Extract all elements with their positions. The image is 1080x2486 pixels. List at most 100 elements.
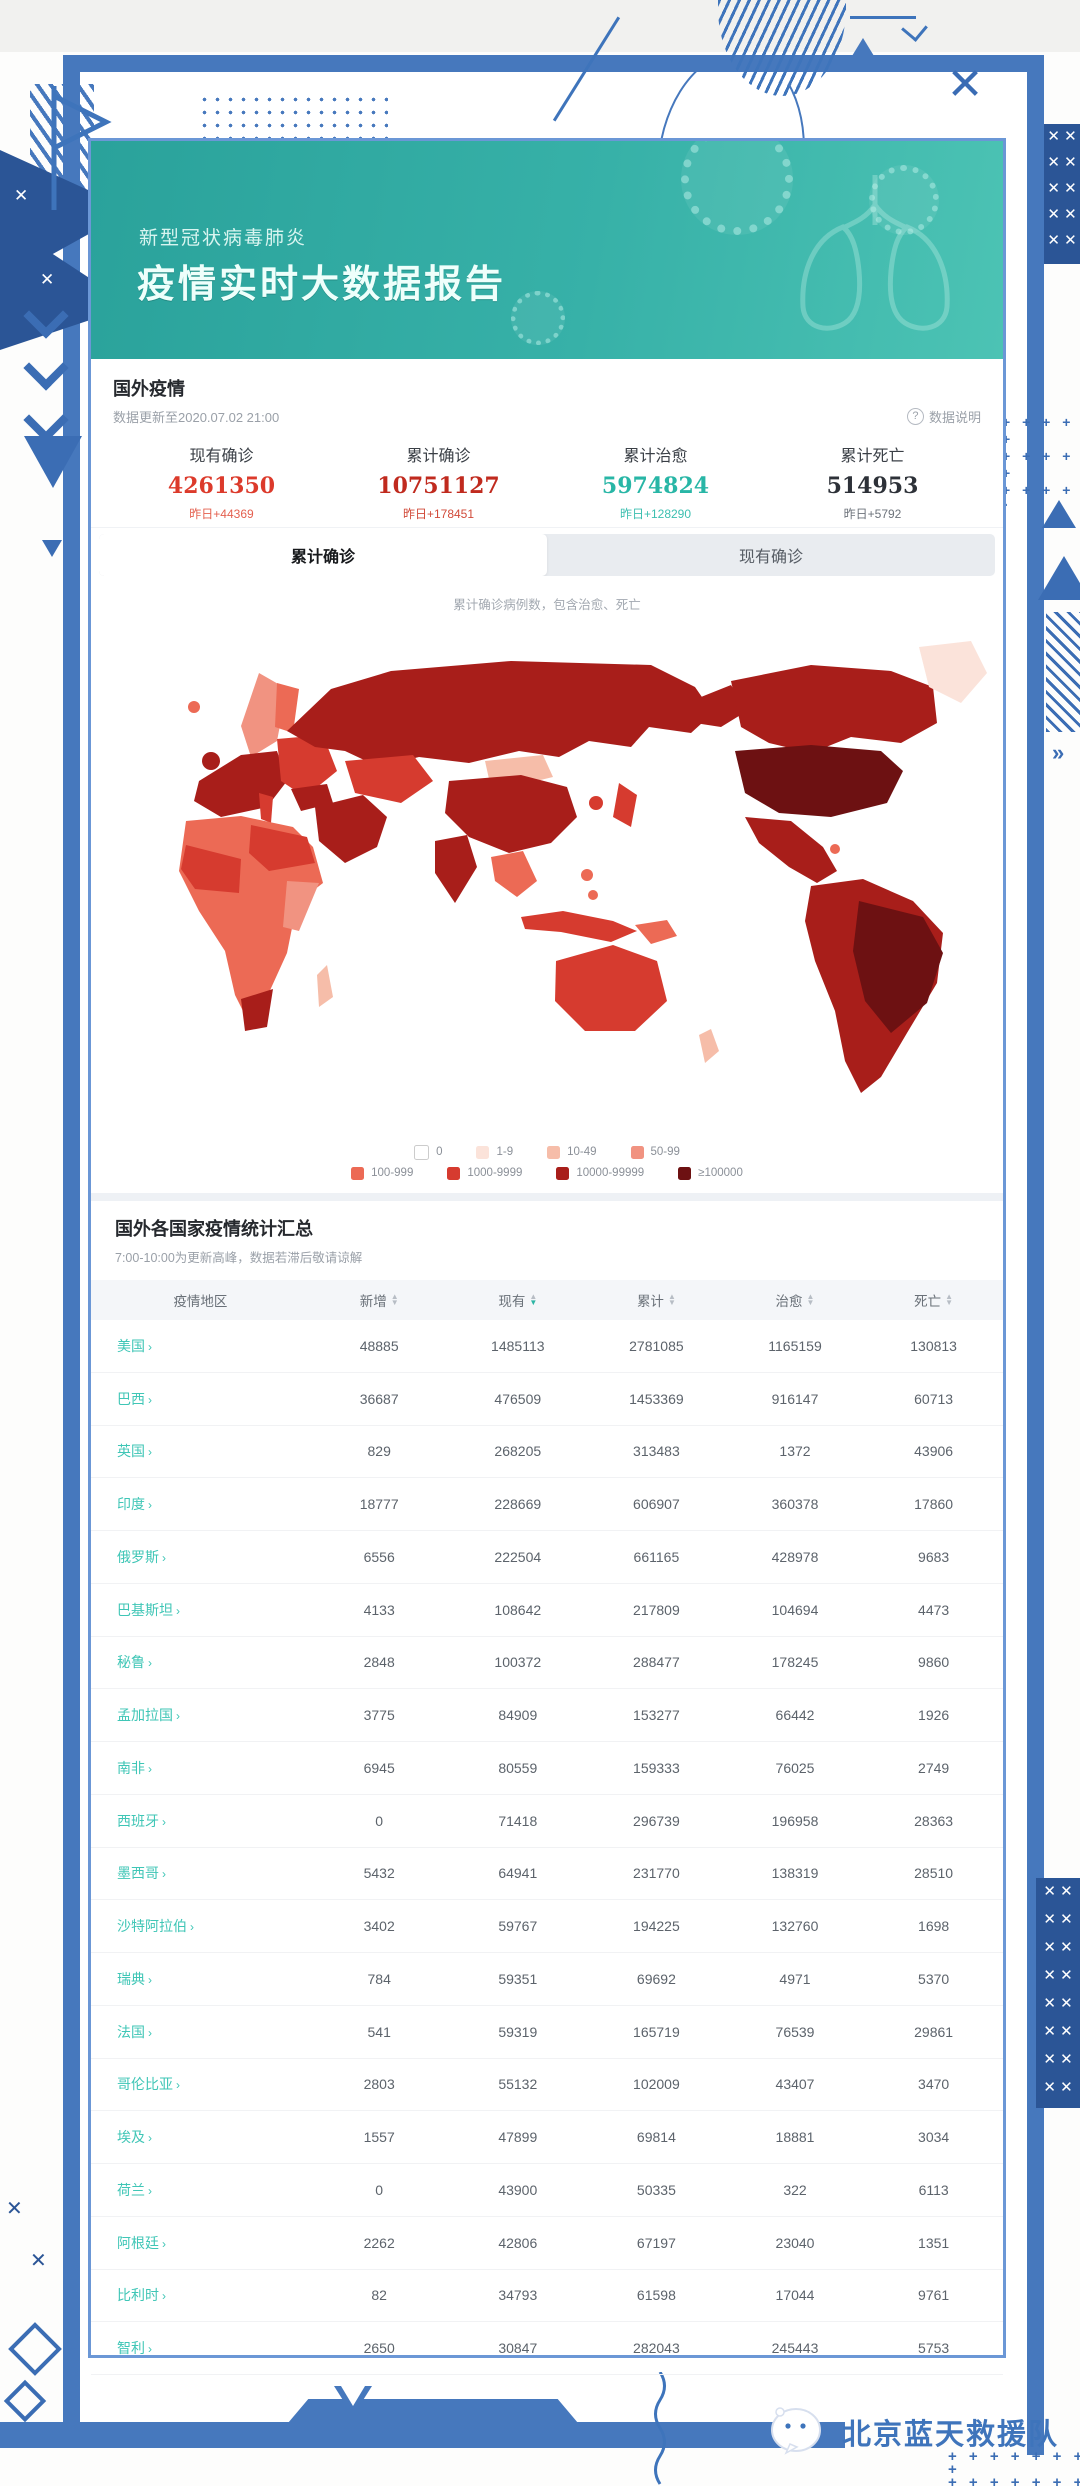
cell-value: 9860 [918,1654,950,1671]
cell-value: 916147 [771,1390,819,1407]
legend-swatch [556,1166,570,1180]
table-row: 阿根廷 › 2262 42806 67197 23040 1351 [91,2217,1003,2270]
cell-value: 29861 [914,2023,954,2040]
table-row: 印度 › 18777 228669 606907 360378 17860 [91,1478,1003,1531]
stat-delta: 昨日+128290 [619,507,692,521]
close-icon[interactable]: ✕ [946,60,984,109]
cell-value: 23040 [775,2234,815,2251]
tab-caption: 累计确诊病例数，包含治愈、死亡 [453,598,641,612]
tab-inactive[interactable]: 现有确诊 [738,549,803,566]
chevron-right-icon: › [162,2289,166,2304]
legend-swatch [547,1145,561,1159]
stat-delta: 昨日+5792 [843,507,902,521]
country-link[interactable]: 印度 › [91,1494,310,1514]
table-row: 荷兰 › 0 43900 50335 322 6113 [91,2164,1003,2217]
country-name: 智利 [117,2340,145,2357]
table-row: 英国 › 829 268205 313483 1372 43906 [91,1426,1003,1479]
country-link[interactable]: 俄罗斯 › [91,1547,310,1567]
country-link[interactable]: 西班牙 › [91,1811,310,1831]
legend-swatch [414,1144,430,1160]
data-updated-text: 数据更新至2020.07.02 21:00 [113,410,280,425]
column-header-3[interactable]: 累计 ▲ ▼ [587,1290,726,1310]
stat-label: 累计治愈 [623,448,688,465]
cell-value: 1698 [918,1918,950,1935]
country-name: 印度 [117,1496,145,1513]
country-link[interactable]: 荷兰 › [91,2180,310,2200]
cell-value: 476509 [494,1390,542,1407]
column-header-4[interactable]: 治愈 ▲ ▼ [726,1290,865,1310]
cell-value: 59351 [498,1970,538,1987]
cell-value: 17044 [775,2287,815,2304]
cell-value: 64941 [498,1865,538,1882]
country-link[interactable]: 比利时 › [91,2285,310,2305]
cell-value: 9683 [918,1548,950,1565]
cell-value: 2749 [918,1759,950,1776]
table-row: 西班牙 › 0 71418 296739 196958 28363 [91,1795,1003,1848]
bottom-bar-decoration [0,2422,845,2448]
report-subtitle: 新型冠状病毒肺炎 [139,228,308,249]
column-label: 死亡 [914,1294,942,1309]
chevron-right-icon: › [148,1761,152,1776]
country-name: 墨西哥 [117,1865,159,1882]
country-link[interactable]: 孟加拉国 › [91,1705,310,1725]
cell-value: 829 [367,1443,391,1460]
legend-label: 100-999 [371,1167,414,1179]
country-name: 西班牙 [117,1812,159,1829]
country-link[interactable]: 英国 › [91,1441,310,1461]
chevron-right-icon: › [148,1656,152,1671]
overview-stats: 现有确诊 4261350 昨日+44369 累计确诊 10751127 昨日+178451… [113,442,981,522]
country-link[interactable]: 巴基斯坦 › [91,1600,310,1620]
legend-swatch [351,1166,365,1180]
column-header-2[interactable]: 现有 ▲ ▼ [448,1290,587,1310]
triangle-up-icon [1038,556,1080,600]
country-link[interactable]: 沙特阿拉伯 › [91,1916,310,1936]
cell-value: 71418 [498,1812,538,1829]
country-name: 南非 [117,1759,145,1776]
chevron-right-icon: › [190,1920,194,1935]
chevron-right-icon: › [162,1867,166,1882]
cell-value: 138319 [771,1865,819,1882]
country-link[interactable]: 南非 › [91,1758,310,1778]
country-link[interactable]: 巴西 › [91,1389,310,1409]
column-header-5[interactable]: 死亡 ▲ ▼ [864,1290,1003,1310]
world-choropleth-map[interactable] [91,631,1003,1131]
legend-label: 1-9 [496,1146,514,1158]
column-header-location: 疫情地区 [91,1290,310,1310]
country-name: 孟加拉国 [117,1707,173,1724]
country-table-section: 国外各国家疫情统计汇总 7:00-10:00为更新高峰，数据若滞后敬请谅解 疫情… [91,1201,1003,2375]
country-link[interactable]: 美国 › [91,1336,310,1356]
country-link[interactable]: 法国 › [91,2022,310,2042]
data-note-link[interactable]: ? 数据说明 [906,407,981,426]
column-header-1[interactable]: 新增 ▲ ▼ [310,1290,449,1310]
cell-value: 159333 [633,1759,680,1776]
country-link[interactable]: 秘鲁 › [91,1652,310,1672]
legend-item: 50-99 [630,1145,680,1160]
cell-value: 313483 [633,1443,680,1460]
chevron-right-icon: › [176,2078,180,2093]
chevron-right-icon: › [148,2183,152,2198]
country-link[interactable]: 埃及 › [91,2127,310,2147]
navy-x-band-decoration: ✕ ✕ ✕ ✕ ✕ ✕ ✕ ✕ ✕ ✕ ✕ ✕ ✕ ✕ ✕ ✕ [1036,1878,1080,2108]
section-divider [91,1193,1003,1201]
table-row: 巴基斯坦 › 4133 108642 217809 104694 4473 [91,1584,1003,1637]
chevron-right-icon: › [148,1339,152,1354]
country-link[interactable]: 阿根廷 › [91,2233,310,2253]
cell-value: 3775 [363,1707,395,1724]
legend-label: ≥100000 [698,1167,743,1179]
cell-value: 55132 [498,2076,538,2093]
watermark-text: 北京蓝天救援队 [842,2419,1060,2451]
country-link[interactable]: 瑞典 › [91,1969,310,1989]
cell-value: 231770 [633,1865,680,1882]
country-link[interactable]: 墨西哥 › [91,1863,310,1883]
sort-down-icon: ▼ [667,1298,676,1307]
country-link[interactable]: 智利 › [91,2338,310,2358]
legend-swatch [630,1145,644,1159]
table-row: 埃及 › 1557 47899 69814 18881 3034 [91,2111,1003,2164]
cell-value: 222504 [494,1548,542,1565]
table-body: 美国 › 48885 1485113 2781085 1165159 130813 巴西 › 36… [91,1320,1003,2375]
tab-active[interactable]: 累计确诊 [99,534,547,576]
stat-block: 现有确诊 4261350 昨日+44369 [113,442,330,522]
cell-value: 104694 [771,1601,819,1618]
country-link[interactable]: 哥伦比亚 › [91,2074,310,2094]
sort-down-icon: ▼ [529,1298,538,1307]
